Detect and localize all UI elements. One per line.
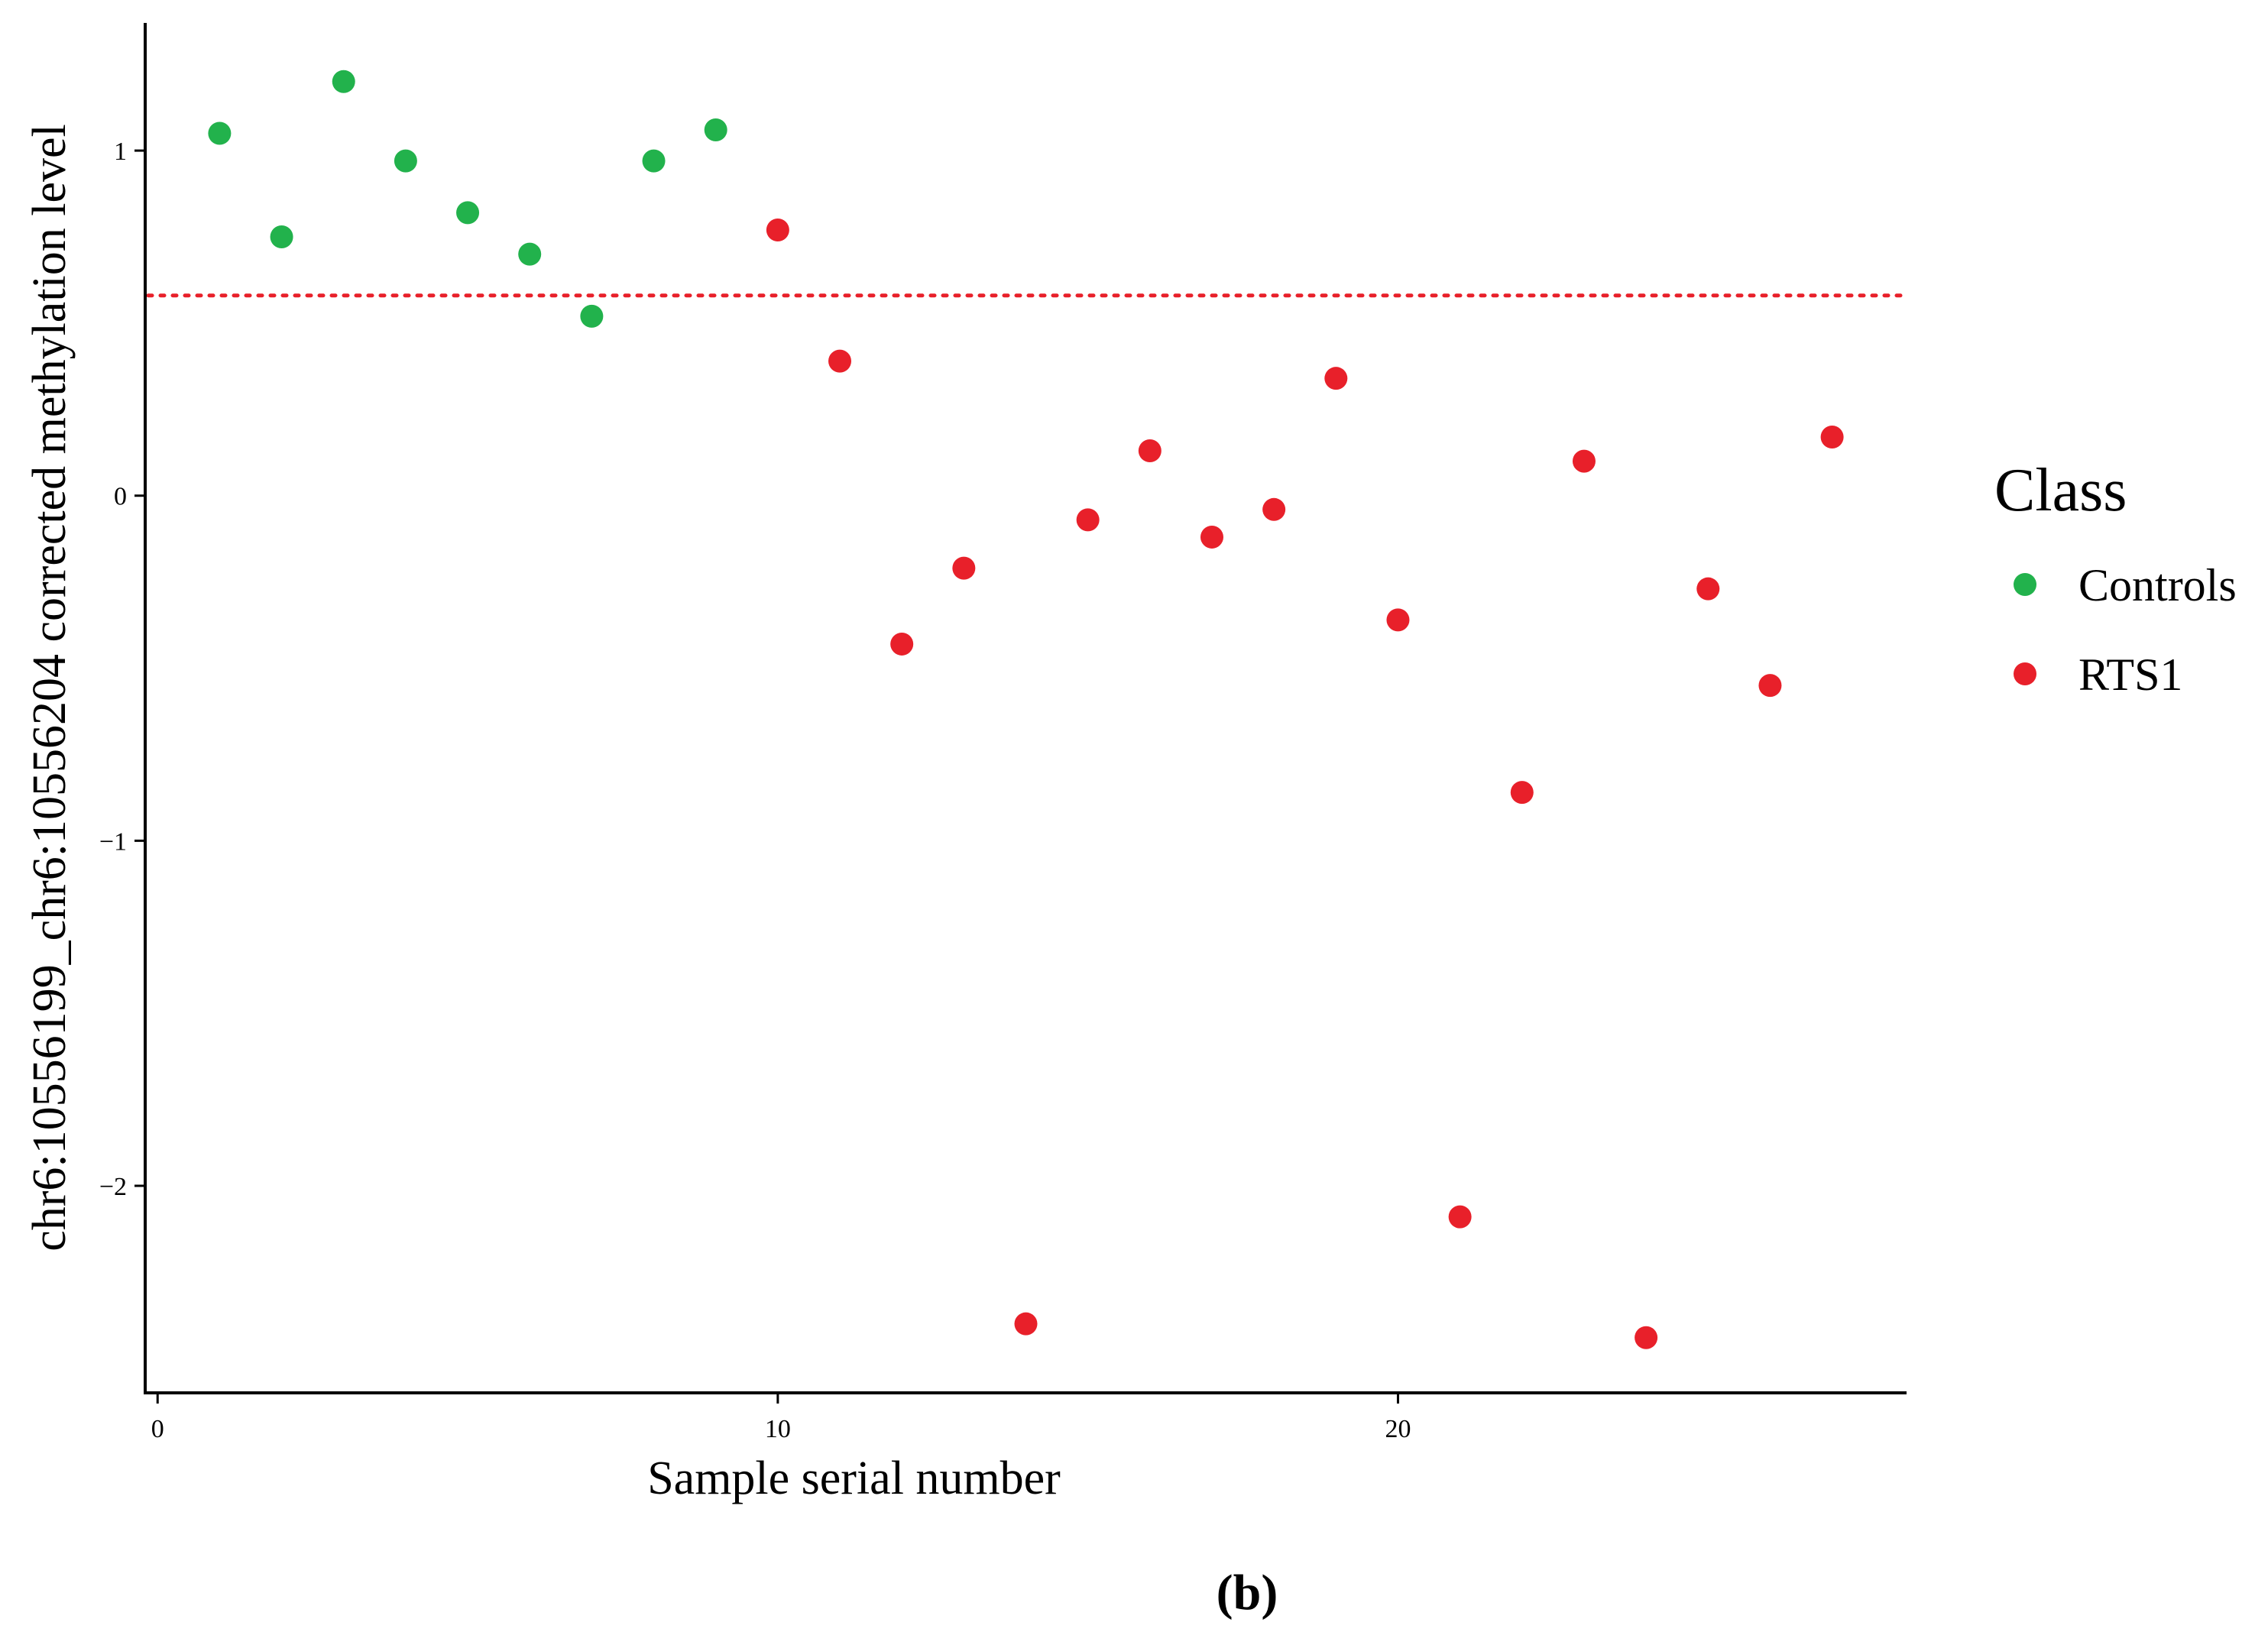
data-point-rts1 [1758, 674, 1782, 698]
data-point-rts1 [1200, 525, 1223, 549]
data-points-layer [208, 70, 1844, 1349]
data-point-rts1 [1448, 1205, 1472, 1229]
y-axis-title: chr6:10556199_chr6:10556204 corrected me… [24, 124, 76, 1252]
panel-label: (b) [1217, 1565, 1278, 1621]
data-point-rts1 [766, 218, 789, 241]
axes-layer [144, 23, 1907, 1394]
data-point-controls [704, 118, 727, 142]
data-point-controls [208, 121, 232, 145]
x-tick-label: 20 [1385, 1415, 1411, 1443]
data-point-rts1 [1510, 781, 1534, 805]
data-point-controls [580, 304, 604, 328]
data-point-rts1 [1696, 577, 1720, 601]
y-tick-label: 0 [114, 483, 127, 511]
legend-marker-rts1 [2014, 662, 2036, 685]
x-tick-label: 0 [151, 1415, 164, 1443]
data-point-rts1 [1635, 1326, 1658, 1349]
data-point-rts1 [952, 556, 976, 580]
legend-items: Controls RTS1 [2014, 560, 2237, 700]
data-point-rts1 [828, 349, 852, 373]
data-point-rts1 [1820, 425, 1844, 448]
data-point-rts1 [1076, 508, 1100, 532]
y-tick-label: 1 [114, 138, 127, 166]
data-point-rts1 [1138, 439, 1162, 463]
data-point-rts1 [1386, 608, 1410, 632]
data-point-controls [456, 201, 480, 225]
data-point-controls [642, 149, 666, 173]
legend-label-rts1: RTS1 [2078, 649, 2182, 700]
data-point-rts1 [890, 632, 914, 656]
y-tick-label: −2 [99, 1173, 127, 1201]
data-point-controls [332, 70, 355, 93]
data-point-rts1 [1572, 449, 1596, 473]
legend-label-controls: Controls [2078, 560, 2237, 610]
legend-title: Class [1994, 457, 2127, 524]
data-point-rts1 [1324, 367, 1348, 390]
data-point-rts1 [1262, 497, 1286, 521]
data-point-rts1 [1014, 1312, 1038, 1336]
legend: Class Controls RTS1 [1994, 457, 2237, 700]
y-tick-label: −1 [99, 827, 127, 856]
legend-marker-controls [2014, 573, 2036, 596]
data-point-controls [394, 149, 417, 173]
x-axis-title: Sample serial number [647, 1452, 1061, 1504]
data-point-controls [270, 225, 293, 249]
x-tick-label: 10 [765, 1415, 791, 1443]
data-point-controls [518, 242, 542, 266]
